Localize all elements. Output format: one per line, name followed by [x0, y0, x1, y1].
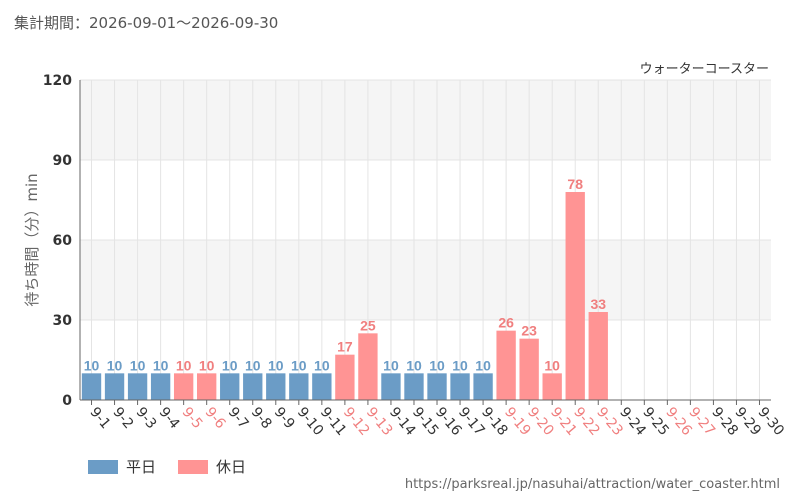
x-tick-label: 9-5: [179, 404, 206, 432]
bar-value-label: 10: [383, 357, 399, 373]
legend-label-weekday: 平日: [126, 458, 157, 476]
y-tick-label: 0: [62, 393, 72, 409]
bar-value-label: 26: [498, 315, 514, 331]
bar-value-label: 10: [429, 357, 445, 373]
bar-9-12: [335, 354, 355, 400]
bar-9-3: [127, 373, 148, 400]
bar-9-13: [358, 333, 378, 400]
bar-value-label: 10: [222, 357, 238, 373]
plot-band: [80, 80, 771, 160]
bar-value-label: 10: [544, 357, 560, 373]
bar-value-label: 10: [268, 357, 284, 373]
bar-9-11: [312, 373, 332, 400]
axes: [79, 80, 771, 405]
bar-9-20: [519, 338, 539, 400]
y-tick-label: 60: [53, 233, 73, 249]
bar-value-label: 10: [406, 357, 422, 373]
bar-9-19: [496, 330, 516, 400]
legend-item-weekday: 平日: [88, 456, 156, 477]
bar-value-label: 17: [337, 339, 353, 355]
horizontal-grid: [80, 79, 771, 321]
legend-swatch-weekday: [88, 459, 118, 474]
bar-value-label: 10: [130, 357, 146, 373]
bar-9-4: [150, 373, 171, 400]
chart-title: ウォーターコースター: [640, 62, 769, 77]
x-tick-label: 9-7: [225, 404, 252, 432]
bar-9-6: [197, 373, 217, 400]
bar-9-15: [404, 373, 424, 400]
x-tick-label: 9-3: [133, 404, 160, 432]
bar-value-label: 10: [153, 357, 169, 373]
bar-value-label: 10: [291, 357, 307, 373]
bar-value-label: 10: [176, 357, 192, 373]
bar-9-16: [427, 373, 447, 400]
bar-9-9: [266, 373, 286, 400]
legend-label-holiday: 休日: [216, 458, 247, 476]
bar-9-8: [243, 373, 263, 400]
bar-value-label: 33: [590, 296, 606, 312]
bar-value-label: 10: [245, 357, 261, 373]
bar-9-14: [381, 373, 401, 400]
legend-item-holiday: 休日: [178, 456, 246, 477]
y-tick-label: 90: [53, 153, 73, 169]
x-tick-label: 9-4: [156, 404, 183, 432]
bar-9-2: [104, 373, 125, 400]
period-text: 集計期間：2026-09-01～2026-09-30: [14, 14, 279, 32]
y-tick-label: 120: [43, 73, 72, 89]
legend: 平日 休日: [88, 456, 246, 477]
bar-value-label: 25: [360, 317, 376, 333]
bar-labels: 10 10 10 10 10 10 10 10 10 10 10 17 25 10 10 10 10 10 26 23…: [84, 176, 607, 373]
bar-9-22: [565, 192, 585, 400]
bar-value-label: 23: [521, 323, 537, 339]
bar-9-23: [588, 312, 608, 400]
bar-9-17: [450, 373, 470, 400]
bar-value-label: 10: [199, 357, 215, 373]
bar-value-label: 10: [84, 357, 100, 373]
x-tick-label: 9-2: [109, 404, 136, 432]
bar-value-label: 10: [475, 357, 491, 373]
x-tick-label: 9-6: [202, 404, 229, 432]
legend-swatch-holiday: [178, 459, 209, 474]
bar-9-1: [81, 373, 102, 400]
bar-value-label: 78: [567, 176, 583, 192]
x-tick-label: 9-9: [271, 404, 298, 432]
bar-value-label: 10: [314, 357, 330, 373]
bar-9-18: [473, 373, 493, 400]
y-tick-label: 30: [53, 313, 73, 329]
bar-value-label: 10: [452, 357, 468, 373]
y-axis-label: 待ち時間（分）min: [23, 173, 41, 306]
x-tick-labels: 9-19-29-39-49-59-69-79-89-99-109-119-129…: [86, 404, 787, 439]
y-tick-labels: 0 30 60 90 120: [43, 73, 72, 409]
bar-9-21: [542, 373, 562, 400]
x-tick-label: 9-1: [86, 404, 113, 432]
plot-band: [80, 240, 771, 320]
x-tick-label: 9-8: [248, 404, 275, 432]
bar-9-5: [173, 373, 194, 400]
source-url: https://parksreal.jp/nasuhai/attraction/…: [404, 477, 780, 492]
bar-value-label: 10: [107, 357, 123, 373]
bar-9-10: [289, 373, 309, 400]
bar-9-7: [220, 373, 240, 400]
bars: [81, 192, 608, 400]
plot-bands: [80, 80, 771, 320]
